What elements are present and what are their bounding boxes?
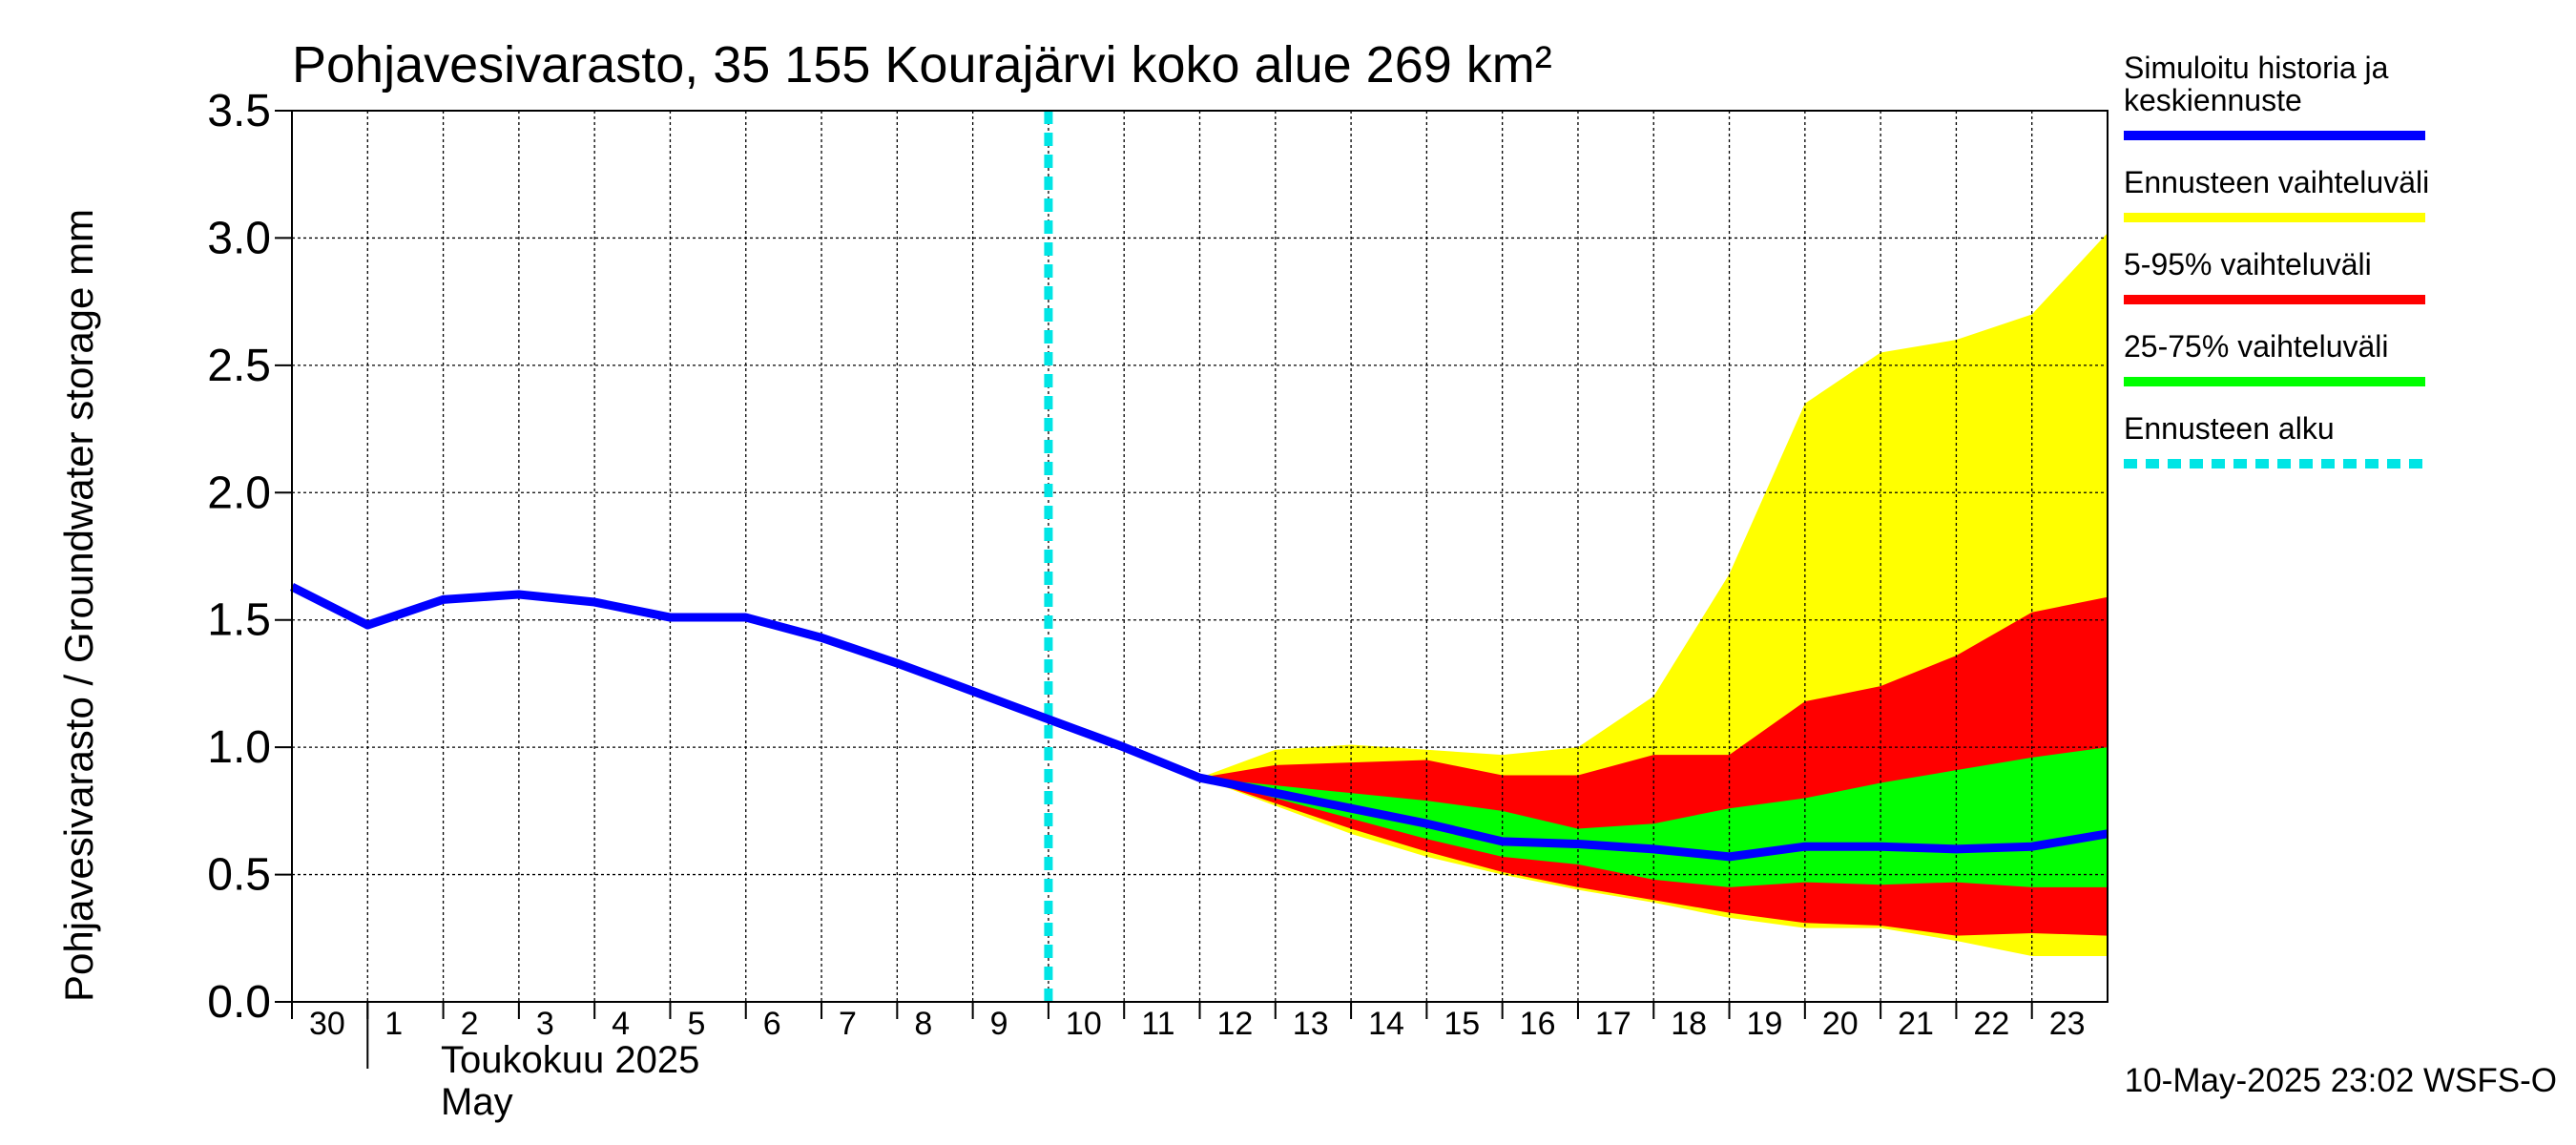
x-tick-label: 3 (536, 1006, 554, 1042)
legend-label: keskiennuste (2124, 83, 2302, 117)
y-tick-label: 0.0 (207, 977, 271, 1028)
x-tick-label: 12 (1217, 1006, 1254, 1042)
legend-label: Ennusteen alku (2124, 411, 2335, 446)
chart-title: Pohjavesivarasto, 35 155 Kourajärvi koko… (292, 36, 1552, 94)
x-tick-label: 4 (612, 1006, 630, 1042)
x-tick-label: 30 (309, 1006, 345, 1042)
x-tick-label: 20 (1822, 1006, 1859, 1042)
x-axis: 30 1 2 3 4 5 6 7 8 9 10 11 12 13 14 15 16 17 18 19 20 21 22 23 (291, 1002, 2086, 1069)
y-tick-label: 2.5 (207, 341, 271, 391)
y-tick-label: 2.0 (207, 468, 271, 518)
x-tick-label: 19 (1747, 1006, 1783, 1042)
y-tick-label: 0.5 (207, 850, 271, 901)
x-tick-label: 22 (1973, 1006, 2009, 1042)
x-tick-label: 18 (1671, 1006, 1707, 1042)
x-tick-label: 10 (1066, 1006, 1102, 1042)
x-tick-label: 23 (2049, 1006, 2086, 1042)
line-simuloitu-historia-ja-keskiennuste (289, 583, 2109, 862)
x-tick-label: 1 (384, 1006, 403, 1042)
x-tick-label: 16 (1520, 1006, 1556, 1042)
month-label-fi: Toukokuu 2025 (441, 1039, 699, 1081)
x-tick-label: 8 (914, 1006, 932, 1042)
grid-lines (292, 111, 2108, 1002)
x-tick-label: 6 (763, 1006, 781, 1042)
x-tick-label: 13 (1293, 1006, 1329, 1042)
y-tick-label: 3.5 (207, 86, 271, 136)
y-axis-label: Pohjavesivarasto / Groundwater storage m… (56, 209, 101, 1002)
x-tick-label: 15 (1444, 1006, 1480, 1042)
legend-label: 5-95% vaihteluväli (2124, 247, 2372, 281)
month-label-en: May (441, 1081, 513, 1123)
y-axis: 0.0 0.5 1.0 1.5 2.0 2.5 3.0 3.5 (207, 86, 292, 1028)
x-tick-label: 14 (1368, 1006, 1404, 1042)
x-tick-label: 5 (687, 1006, 705, 1042)
x-tick-label: 2 (461, 1006, 479, 1042)
x-tick-label: 17 (1595, 1006, 1631, 1042)
x-tick-label: 11 (1141, 1006, 1174, 1042)
x-tick-label: 9 (990, 1006, 1008, 1042)
y-tick-label: 1.0 (207, 722, 271, 773)
y-tick-label: 1.5 (207, 595, 271, 646)
x-tick-label: 7 (839, 1006, 857, 1042)
legend-label: Simuloitu historia ja (2124, 51, 2389, 85)
legend-label: Ennusteen vaihteluväli (2124, 165, 2429, 199)
legend-label: 25-75% vaihteluväli (2124, 329, 2389, 364)
median-line-layer (289, 583, 2109, 862)
band-25-75-vaihteluv-li (1199, 747, 2108, 887)
y-tick-label: 3.0 (207, 213, 271, 263)
x-tick-label: 21 (1898, 1006, 1934, 1042)
footer-timestamp: 10-May-2025 23:02 WSFS-O (2125, 1062, 2557, 1099)
